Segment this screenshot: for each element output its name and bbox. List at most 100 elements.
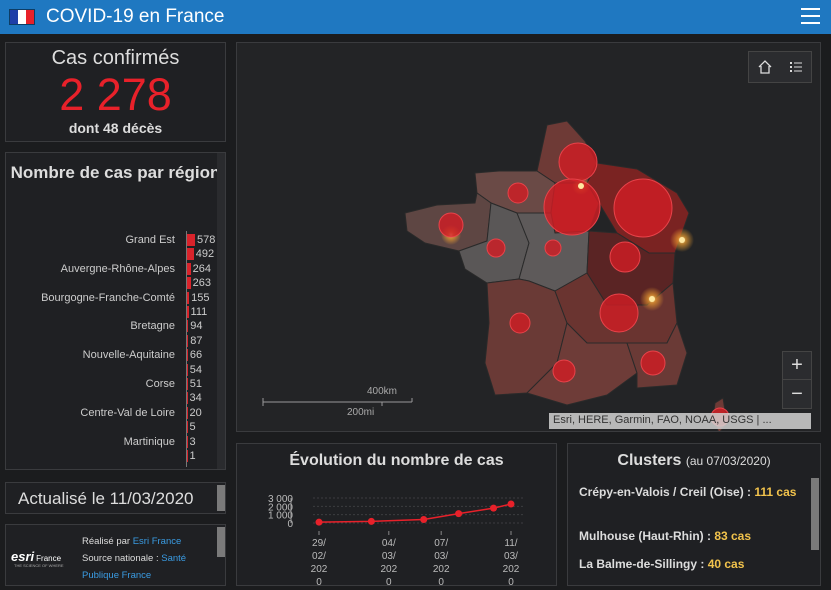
region-bar-row[interactable]: Grand Est 578 [6,233,227,247]
france-flag-icon [9,9,35,25]
bubble-auvergne-rhone-alpes[interactable] [599,293,639,333]
region-bar-row[interactable]: Auvergne-Rhône-Alpes 264 [6,262,227,276]
credits-scrollbar[interactable] [217,527,225,557]
flag-white-stripe [18,10,26,24]
region-bar-row[interactable]: Bretagne 94 [6,319,227,333]
region-bar-value: 1 [189,450,196,462]
evolution-point[interactable] [367,517,375,525]
region-bar[interactable] [187,248,194,261]
evolution-x-tick: 29/02/202 0 [311,538,328,586]
region-bar-label: Bourgogne-Franche-Comté [41,291,175,304]
evolution-point[interactable] [420,515,428,523]
hamburger-menu-icon[interactable] [801,8,820,24]
evolution-point[interactable] [490,504,498,512]
france-map[interactable] [237,43,821,432]
scale-mi-label: 200mi [347,407,375,418]
region-bar[interactable] [187,349,188,362]
bubble-paca[interactable] [640,350,666,376]
region-bar[interactable] [187,320,189,333]
bubble-nouvelle-aquitaine[interactable] [509,312,531,334]
region-bar-row[interactable]: 111 [6,305,227,319]
region-bar[interactable] [187,334,189,347]
region-bar[interactable] [187,306,189,318]
updated-panel: Actualisé le 11/03/2020 [5,482,226,514]
region-bar-row[interactable]: Martinique 3 [6,435,227,449]
zoom-out-button[interactable]: − [791,382,803,405]
region-bar-value: 155 [191,291,210,304]
evolution-point[interactable] [507,500,515,508]
bubble-grand-est[interactable] [613,178,673,238]
region-bar[interactable] [187,435,188,448]
region-bar-value: 51 [189,378,202,390]
flag-red-stripe [26,10,34,24]
region-bar-value: 5 [189,421,196,434]
cluster-item: La Balme-de-Sillingy : 40 cas [579,557,745,571]
zoom-in-button[interactable]: + [783,352,811,380]
sante-publique-link[interactable]: Santé Publique France [82,553,187,581]
region-bar[interactable] [187,406,188,419]
region-bar[interactable] [187,291,190,304]
region-bar-label: Nouvelle-Aquitaine [82,349,175,362]
evolution-point[interactable] [455,510,463,518]
region-bar-row[interactable]: 263 [6,276,227,290]
bubble-centre[interactable] [544,239,562,257]
region-bar-label: Auvergne-Rhône-Alpes [60,262,175,275]
flag-blue-stripe [10,10,18,24]
region-bar[interactable] [187,363,188,376]
region-bar-value: 264 [192,262,211,275]
region-bar-row[interactable]: 54 [6,363,227,377]
home-icon [758,60,771,74]
deaths-text: dont 48 décès [68,120,163,136]
region-bar-value: 66 [189,349,203,362]
region-bar-value: 111 [190,306,208,318]
region-bar-label: Martinique [123,435,175,448]
cluster-dot-oise [578,183,584,189]
region-bar[interactable] [187,421,188,434]
clusters-scrollbar[interactable] [811,478,819,550]
map-attribution[interactable]: Esri, HERE, Garmin, FAO, NOAA, USGS | ..… [549,413,811,429]
credit-text: Réalisé par Esri France Source nationale… [82,536,187,581]
region-bar-row[interactable]: 5 [6,420,227,434]
cluster-dot-mulhouse [679,237,685,243]
updated-scrollbar[interactable] [217,485,225,511]
evolution-y-tick: 0 [287,519,293,530]
esri-logo[interactable]: esri France [11,549,62,564]
evolution-x-tick: 04/03/202 0 [380,538,397,586]
region-bar-row[interactable]: 1 [6,449,227,463]
region-bar-label: Corse [145,378,175,390]
home-button[interactable] [749,52,780,82]
bubble-hauts-de-france[interactable] [558,142,598,182]
updated-text: Actualisé le 11/03/2020 [18,489,194,508]
cluster-dot-haute-savoie [649,296,655,302]
region-bar-value: 87 [190,334,203,347]
esri-france-link[interactable]: Esri France [132,536,182,547]
credits-panel: esri France THE SCIENCE OF WHERE Réalisé… [5,524,226,586]
region-bar-row[interactable]: Bourgogne-Franche-Comté 155 [6,291,227,305]
bubble-bretagne[interactable] [438,212,464,238]
region-bar-row[interactable]: 87 [6,334,227,348]
region-bar[interactable] [187,277,191,290]
bubble-bourgogne[interactable] [609,241,641,273]
region-bar[interactable] [187,262,191,275]
map-panel[interactable]: + − 400km 200mi Esri, HERE, Garmin, FAO,… [236,42,821,432]
region-bar-row[interactable]: Corse 51 [6,377,227,391]
region-bar-row[interactable]: Nouvelle-Aquitaine 66 [6,348,227,362]
regions-scrollbar[interactable] [217,153,225,469]
bubble-occitanie[interactable] [552,359,576,383]
clusters-title: Clusters (au 07/03/2020) [617,452,771,469]
bubble-pays-de-la-loire[interactable] [486,238,506,258]
region-bar[interactable] [187,378,188,390]
legend-list-button[interactable] [780,52,811,82]
region-bar[interactable] [187,450,188,462]
region-bar[interactable] [187,234,195,246]
evolution-point[interactable] [315,518,323,526]
region-bar[interactable] [187,392,188,405]
region-bar-label: Bretagne [130,320,175,333]
region-bar-row[interactable]: 492 [6,247,227,261]
region-bar-value: 34 [189,392,202,405]
region-bar-row[interactable]: Centre-Val de Loire 20 [6,406,227,420]
region-bar-row[interactable]: 34 [6,391,227,405]
bubble-normandie[interactable] [507,182,529,204]
bubble-ile-de-france[interactable] [543,178,601,236]
